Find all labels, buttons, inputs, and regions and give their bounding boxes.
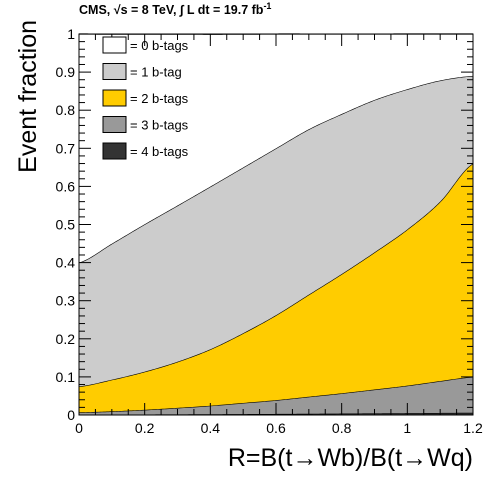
legend-swatch-3-b-tags — [102, 116, 127, 133]
y-tick-label: 0.7 — [56, 140, 76, 156]
y-tick-label: 0.6 — [56, 178, 76, 194]
header-main: CMS, √s = 8 TeV, ∫ L dt = 19.7 fb — [79, 3, 264, 17]
header-superscript: -1 — [263, 1, 271, 11]
legend-swatch-2-b-tags — [102, 89, 127, 107]
area-1-b-tag — [79, 75, 473, 387]
x-tick-label: 0.6 — [266, 420, 286, 436]
y-tick-label: 0.9 — [56, 64, 76, 80]
y-tick-label: 0.8 — [56, 102, 76, 118]
legend-swatch-1-b-tag — [102, 63, 127, 80]
legend-label-3-b-tags: = 3 b-tags — [130, 118, 189, 133]
legend-label-1-b-tag: = 1 b-tag — [130, 65, 182, 80]
x-tick-label: 0 — [75, 420, 83, 436]
legend: = 0 b-tags = 1 b-tag = 2 b-tags = 3 b-tags =… — [102, 36, 189, 160]
y-tick-label: 0.2 — [56, 331, 76, 347]
legend-swatch-0-b-tags — [102, 36, 127, 54]
y-tick-label: 1 — [67, 26, 75, 42]
x-tick-label: 0.4 — [201, 420, 221, 436]
area-2-b-tags — [79, 163, 473, 413]
x-tick-label: 0.8 — [332, 420, 352, 436]
y-tick-label: 0 — [67, 407, 75, 423]
area-0-b-tags — [79, 34, 473, 263]
x-tick-label: 1 — [403, 420, 411, 436]
area-3-b-tags — [79, 376, 473, 415]
y-tick-label: 0.4 — [56, 255, 76, 271]
x-axis-title: R=B(t→Wb)/B(t→Wq) — [228, 444, 473, 472]
y-tick-label: 0.1 — [56, 369, 76, 385]
legend-label-4-b-tags: = 4 b-tags — [130, 144, 189, 159]
legend-label-2-b-tags: = 2 b-tags — [130, 91, 189, 106]
x-tick-label: 0.2 — [135, 420, 155, 436]
y-tick-label: 0.5 — [56, 217, 76, 233]
axis-ticks: 0 0.1 0.2 0.3 0.4 0.5 0.6 0.7 0.8 0.9 1 0 0.2 0.4 0.6 0… — [56, 26, 483, 436]
y-axis-title: Event fraction — [14, 20, 42, 173]
legend-label-0-b-tags: = 0 b-tags — [130, 38, 189, 53]
y-tick-label: 0.3 — [56, 293, 76, 309]
legend-swatch-4-b-tags — [102, 142, 127, 160]
x-tick-label: 1.2 — [463, 420, 483, 436]
header-text: CMS, √s = 8 TeV, ∫ L dt = 19.7 fb-1 — [79, 1, 271, 17]
